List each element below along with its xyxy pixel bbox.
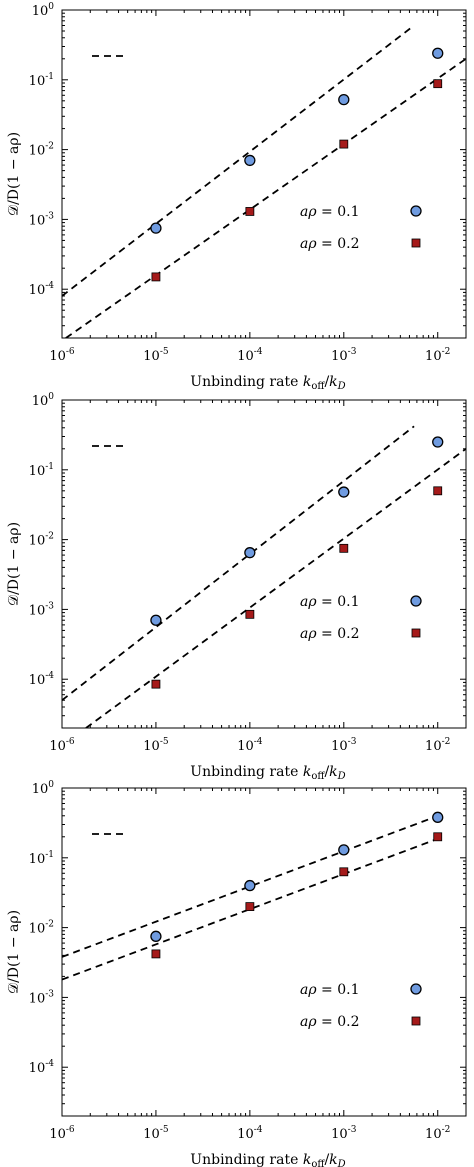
circle-marker xyxy=(150,222,162,234)
square-marker xyxy=(151,679,161,689)
circle-marker xyxy=(432,436,444,448)
legend-series-1-label: aρ = 0.1 xyxy=(300,204,360,220)
x-tick-label: 10-6 xyxy=(49,737,75,754)
square-marker xyxy=(339,139,349,149)
y-tick-label: 10-4 xyxy=(29,281,55,298)
y-axis-label: 𝒟/D(1 − aρ) xyxy=(6,522,22,606)
square-marker xyxy=(151,949,161,959)
y-tick-label: 100 xyxy=(32,2,55,19)
x-axis-label: Unbinding rate koff/kD xyxy=(190,764,345,782)
legend-square-marker xyxy=(411,238,421,248)
x-tick-label: 10-5 xyxy=(143,1125,169,1142)
y-tick-label: 10-3 xyxy=(29,601,55,618)
circle-marker xyxy=(244,879,256,892)
circle-marker xyxy=(432,47,444,59)
theory-lines xyxy=(62,813,444,981)
square-marker xyxy=(245,207,255,216)
theory-line-1 xyxy=(62,813,444,958)
legend-circle-marker xyxy=(410,205,422,217)
y-axis-label: 𝒟/D(1 − aρ) xyxy=(6,910,22,994)
plot-frame xyxy=(61,787,467,1117)
circle-marker xyxy=(150,614,162,626)
y-tick-label: 100 xyxy=(32,780,55,797)
chart-panel-3: 10-6 10-5 10-4 10-3 10-2 10-4 10-3 10-2 10-1 100 a… xyxy=(6,780,467,1167)
y-tick-label: 10-1 xyxy=(29,850,54,867)
x-tick-label: 10-2 xyxy=(425,347,450,364)
x-tick-label: 10-3 xyxy=(331,347,357,364)
theory-line-1 xyxy=(62,425,415,701)
plot-frame xyxy=(61,399,467,729)
y-axis-label: 𝒟/D(1 − aρ) xyxy=(6,132,22,216)
x-axis-label: Unbinding rate koff/kD xyxy=(190,374,345,392)
square-marker xyxy=(433,79,443,89)
y-tick-label: 10-3 xyxy=(29,989,55,1006)
square-marker xyxy=(151,272,161,282)
legend-circle-marker xyxy=(410,983,422,995)
square-marker xyxy=(245,902,255,911)
y-tick-label: 10-2 xyxy=(29,920,54,937)
y-tick-label: 10-4 xyxy=(29,1059,55,1076)
theory-line-2 xyxy=(65,58,466,338)
x-tick-label: 10-4 xyxy=(237,1125,263,1142)
theory-lines xyxy=(62,425,466,728)
y-tick-label: 10-2 xyxy=(29,532,54,549)
theory-lines xyxy=(62,24,466,338)
circle-marker xyxy=(338,93,350,106)
legend-series-2-label: aρ = 0.2 xyxy=(300,626,360,642)
legend-series-2-label: aρ = 0.2 xyxy=(300,236,360,252)
legend-square-marker xyxy=(411,628,421,638)
x-tick-label: 10-3 xyxy=(331,737,357,754)
square-marker xyxy=(339,543,349,553)
x-tick-label: 10-2 xyxy=(425,1125,450,1142)
theory-line-2 xyxy=(62,835,444,981)
square-marker xyxy=(433,486,443,496)
theory-line-2 xyxy=(85,448,466,728)
square-marker xyxy=(245,609,255,619)
circle-marker xyxy=(432,811,444,823)
circle-marker xyxy=(338,486,350,498)
x-tick-label: 10-2 xyxy=(425,737,450,754)
y-tick-label: 10-3 xyxy=(29,211,55,228)
legend-circle-marker xyxy=(410,595,422,607)
plot-frame xyxy=(61,9,467,339)
y-tick-label: 10-2 xyxy=(29,142,54,159)
chart-panel-1: 10-6 10-5 10-4 10-3 10-2 10-4 10-3 10-2 10-1 100 a… xyxy=(6,2,467,392)
circle-marker xyxy=(150,930,162,942)
chart-panel-2: 10-6 10-5 10-4 10-3 10-2 10-4 10-3 10-2 10-1 100 a… xyxy=(6,392,467,782)
square-marker xyxy=(433,832,443,842)
x-tick-label: 10-6 xyxy=(49,347,75,364)
theory-line-1 xyxy=(62,24,415,297)
circle-marker xyxy=(244,547,256,559)
y-tick-label: 100 xyxy=(32,392,55,409)
x-axis-label: Unbinding rate koff/kD xyxy=(190,1152,345,1167)
circle-marker xyxy=(244,154,256,167)
x-tick-label: 10-5 xyxy=(143,737,169,754)
circle-marker xyxy=(338,844,350,856)
x-tick-label: 10-6 xyxy=(49,1125,75,1142)
x-tick-label: 10-5 xyxy=(143,347,169,364)
y-tick-label: 10-4 xyxy=(29,671,55,688)
legend-square-marker xyxy=(411,1016,421,1026)
x-tick-label: 10-3 xyxy=(331,1125,357,1142)
legend-series-2-label: aρ = 0.2 xyxy=(300,1014,360,1030)
x-tick-label: 10-4 xyxy=(237,347,263,364)
x-tick-label: 10-4 xyxy=(237,737,263,754)
y-tick-label: 10-1 xyxy=(29,462,54,479)
square-marker xyxy=(339,867,349,877)
y-tick-label: 10-1 xyxy=(29,72,54,89)
legend-series-1-label: aρ = 0.1 xyxy=(300,982,360,998)
legend-series-1-label: aρ = 0.1 xyxy=(300,594,360,610)
